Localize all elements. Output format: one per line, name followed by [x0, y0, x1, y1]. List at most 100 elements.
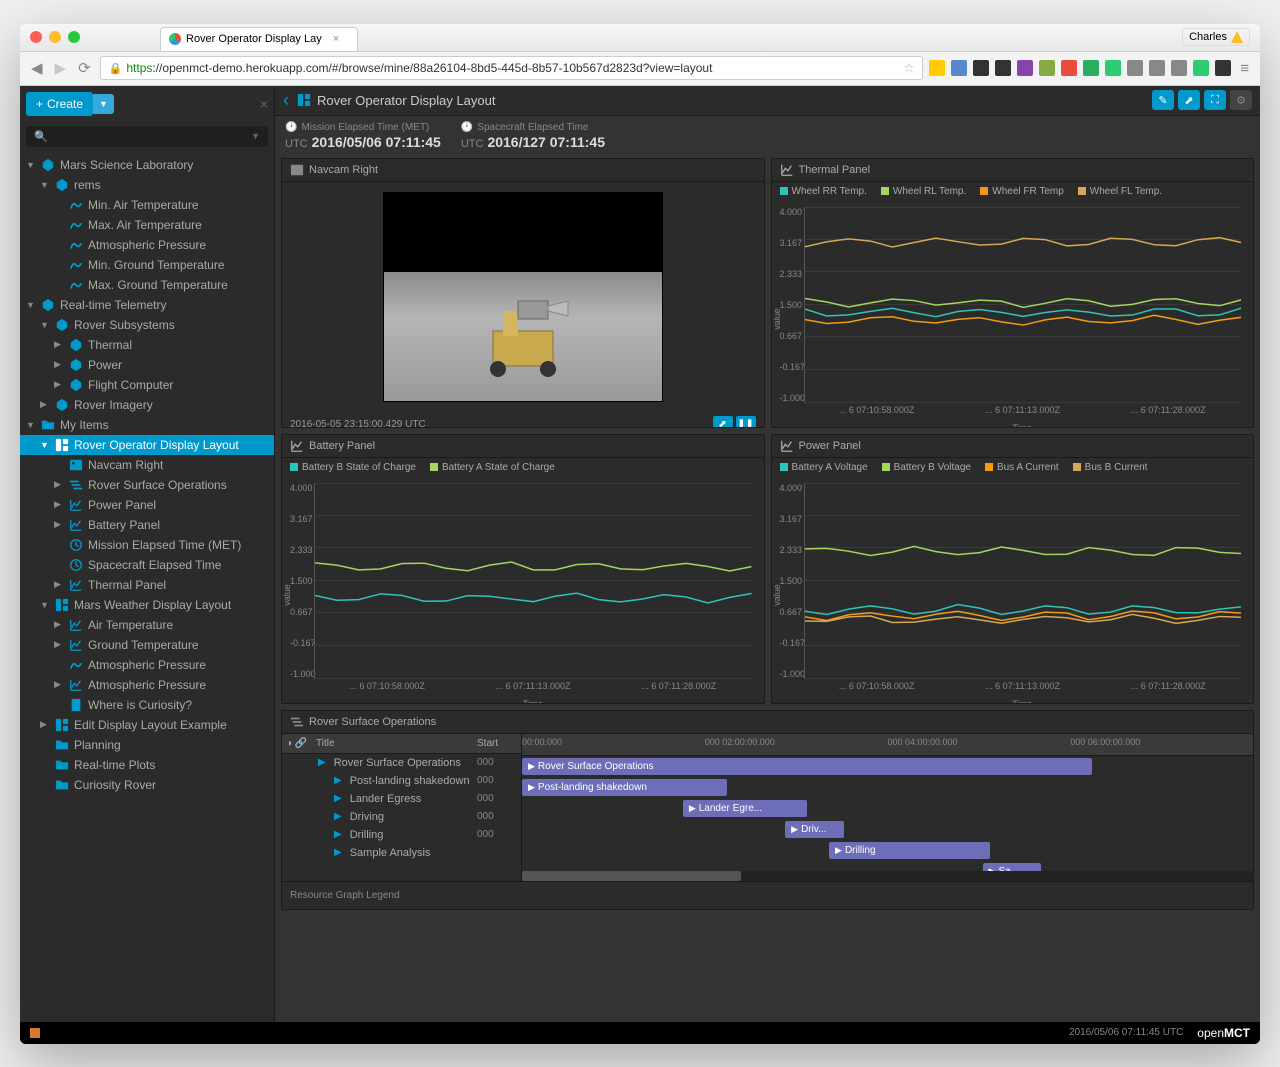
- chart-area[interactable]: value 4.0003.1672.3331.5000.667-0.167-1.…: [804, 207, 1242, 421]
- tree-item[interactable]: Planning: [20, 735, 274, 755]
- tree-item[interactable]: Navcam Right: [20, 455, 274, 475]
- gantt-bar[interactable]: ▶Lander Egre...: [683, 800, 807, 817]
- extension-icon[interactable]: [1193, 60, 1209, 76]
- caret-icon[interactable]: ▶: [54, 619, 64, 630]
- caret-icon[interactable]: ▼: [40, 320, 50, 330]
- gear-button[interactable]: ⚙: [1230, 90, 1252, 110]
- extension-icon[interactable]: [1149, 60, 1165, 76]
- chart-area[interactable]: value 4.0003.1672.3331.5000.667-0.167-1.…: [804, 483, 1242, 697]
- tree-item[interactable]: ▼ Mars Science Laboratory: [20, 155, 274, 175]
- tree-item[interactable]: Atmospheric Pressure: [20, 655, 274, 675]
- caret-icon[interactable]: ▶: [40, 719, 50, 730]
- forward-button[interactable]: ▶: [52, 59, 70, 77]
- search-input[interactable]: 🔍 ▼: [26, 126, 268, 147]
- browser-tab[interactable]: Rover Operator Display Lay ×: [160, 27, 358, 51]
- caret-icon[interactable]: ▼: [26, 300, 36, 310]
- extension-icon[interactable]: [1215, 60, 1231, 76]
- minimize-window[interactable]: [49, 31, 61, 43]
- tree-item[interactable]: Curiosity Rover: [20, 775, 274, 795]
- extension-icon[interactable]: [951, 60, 967, 76]
- caret-icon[interactable]: ▶: [40, 399, 50, 410]
- gantt-bar[interactable]: ▶Drilling: [829, 842, 990, 859]
- caret-icon[interactable]: ▶: [54, 639, 64, 650]
- caret-icon[interactable]: ▶: [54, 339, 64, 350]
- timeline-row[interactable]: ▶Post-landing shakedown000: [282, 772, 521, 790]
- tree-item[interactable]: ▶ Thermal: [20, 335, 274, 355]
- tree-item[interactable]: ▶ Rover Surface Operations: [20, 475, 274, 495]
- extension-icon[interactable]: [1171, 60, 1187, 76]
- tab-close-icon[interactable]: ×: [333, 33, 339, 45]
- extension-icon[interactable]: [1083, 60, 1099, 76]
- extension-icon[interactable]: [1127, 60, 1143, 76]
- tree-item[interactable]: Min. Air Temperature: [20, 195, 274, 215]
- caret-icon[interactable]: ▶: [54, 379, 64, 390]
- extension-icon[interactable]: [1039, 60, 1055, 76]
- tree-item[interactable]: Atmospheric Pressure: [20, 235, 274, 255]
- extension-icon[interactable]: [1017, 60, 1033, 76]
- extension-icon[interactable]: [929, 60, 945, 76]
- gantt-area[interactable]: 00:00.000000 02:00:00.000000 04:00:00.00…: [522, 734, 1253, 881]
- caret-icon[interactable]: ▶: [54, 679, 64, 690]
- fullscreen-button[interactable]: ⛶: [1204, 90, 1226, 110]
- pause-button[interactable]: ❚❚: [736, 416, 756, 428]
- tree-item[interactable]: ▼ Rover Subsystems: [20, 315, 274, 335]
- tree-item[interactable]: ▼ rems: [20, 175, 274, 195]
- tree-item[interactable]: ▶ Ground Temperature: [20, 635, 274, 655]
- tree-item[interactable]: ▼ Rover Operator Display Layout: [20, 435, 274, 455]
- caret-icon[interactable]: ▼: [26, 420, 36, 430]
- extension-icon[interactable]: [1105, 60, 1121, 76]
- gantt-bar[interactable]: ▶Post-landing shakedown: [522, 779, 727, 796]
- timeline-row[interactable]: ▶Drilling000: [282, 826, 521, 844]
- tree-item[interactable]: Max. Ground Temperature: [20, 275, 274, 295]
- tree-item[interactable]: ▶ Flight Computer: [20, 375, 274, 395]
- caret-icon[interactable]: ▶: [54, 479, 64, 490]
- timeline-row[interactable]: ▶Rover Surface Operations000: [282, 754, 521, 772]
- tree-item[interactable]: ▼ Mars Weather Display Layout: [20, 595, 274, 615]
- caret-icon[interactable]: ▼: [40, 600, 50, 610]
- tree-item[interactable]: ▼ Real-time Telemetry: [20, 295, 274, 315]
- tree-item[interactable]: ▶ Atmospheric Pressure: [20, 675, 274, 695]
- caret-icon[interactable]: ▶: [54, 579, 64, 590]
- col-toggle[interactable]: ◑ 🔗: [286, 738, 316, 749]
- timeline-row[interactable]: ▶Lander Egress000: [282, 790, 521, 808]
- timeline-row[interactable]: ▶Driving000: [282, 808, 521, 826]
- sidebar-close-icon[interactable]: ×: [260, 96, 268, 112]
- extension-icon[interactable]: [973, 60, 989, 76]
- tree-item[interactable]: Where is Curiosity?: [20, 695, 274, 715]
- tree-item[interactable]: Spacecraft Elapsed Time: [20, 555, 274, 575]
- maximize-window[interactable]: [68, 31, 80, 43]
- menu-icon[interactable]: ≡: [1237, 60, 1252, 77]
- tree-item[interactable]: Min. Ground Temperature: [20, 255, 274, 275]
- tree-item[interactable]: ▶ Rover Imagery: [20, 395, 274, 415]
- extension-icon[interactable]: [995, 60, 1011, 76]
- tree-item[interactable]: ▶ Edit Display Layout Example: [20, 715, 274, 735]
- user-badge[interactable]: Charles: [1182, 28, 1250, 46]
- edit-button[interactable]: ✎: [1152, 90, 1174, 110]
- star-icon[interactable]: ☆: [903, 61, 914, 75]
- caret-icon[interactable]: ▼: [40, 440, 50, 450]
- tree-item[interactable]: Mission Elapsed Time (MET): [20, 535, 274, 555]
- timeline-row[interactable]: ▶Sample Analysis: [282, 844, 521, 862]
- url-field[interactable]: 🔒 https://openmct-demo.herokuapp.com/#/b…: [100, 56, 924, 80]
- gantt-scrollbar[interactable]: [522, 871, 1253, 881]
- caret-icon[interactable]: ▼: [40, 180, 50, 190]
- caret-icon[interactable]: ▶: [54, 359, 64, 370]
- tree-item[interactable]: ▶ Power: [20, 355, 274, 375]
- create-dropdown[interactable]: ▼: [93, 94, 114, 114]
- back-button[interactable]: ◀: [28, 59, 46, 77]
- new-window-button[interactable]: ⬈: [1178, 90, 1200, 110]
- gantt-bar[interactable]: ▶Driv...: [785, 821, 843, 838]
- chart-area[interactable]: value 4.0003.1672.3331.5000.667-0.167-1.…: [314, 483, 752, 697]
- gantt-bar[interactable]: ▶Rover Surface Operations: [522, 758, 1092, 775]
- tree-item[interactable]: ▼ My Items: [20, 415, 274, 435]
- new-window-button[interactable]: ⬈: [713, 416, 733, 428]
- tree-item[interactable]: ▶ Thermal Panel: [20, 575, 274, 595]
- caret-icon[interactable]: ▶: [54, 499, 64, 510]
- scrollbar-thumb[interactable]: [522, 871, 741, 881]
- tree-item[interactable]: ▶ Air Temperature: [20, 615, 274, 635]
- tree-item[interactable]: ▶ Power Panel: [20, 495, 274, 515]
- search-dropdown-icon[interactable]: ▼: [251, 131, 260, 141]
- back-chevron-icon[interactable]: ‹: [283, 90, 289, 111]
- caret-icon[interactable]: ▼: [26, 160, 36, 170]
- close-window[interactable]: [30, 31, 42, 43]
